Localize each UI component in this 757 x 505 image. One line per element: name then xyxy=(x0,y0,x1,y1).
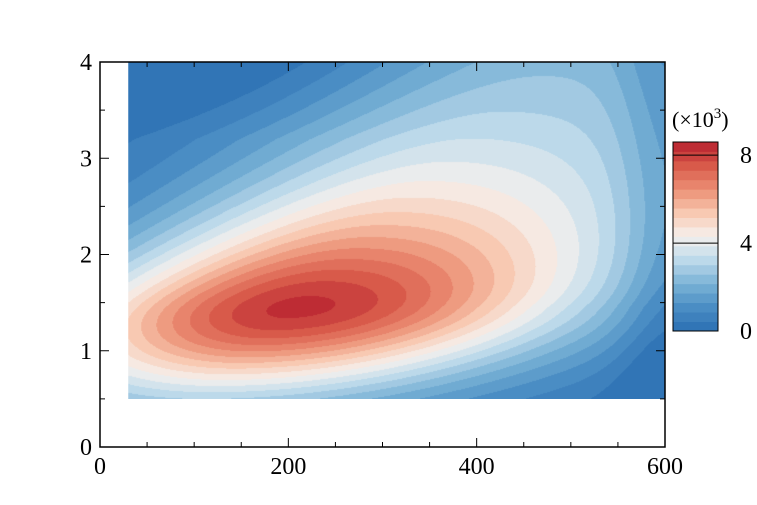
x-tick-label: 400 xyxy=(459,454,495,480)
contour-field xyxy=(128,62,666,399)
colorbar-swatch xyxy=(673,227,718,237)
y-tick-label: 1 xyxy=(80,339,92,365)
colorbar-swatch xyxy=(673,170,718,181)
colorbar-swatch xyxy=(673,160,718,171)
contour-fill xyxy=(128,62,666,399)
colorbar-swatch xyxy=(673,217,718,228)
colorbar: 0 4 8 (×103) xyxy=(672,106,752,345)
colorbar-swatch xyxy=(673,245,718,256)
colorbar-swatch xyxy=(673,151,718,162)
x-tick-label: 600 xyxy=(647,454,683,480)
colorbar-swatch xyxy=(673,189,718,200)
colorbar-swatch xyxy=(673,283,718,294)
colorbar-swatch xyxy=(673,208,718,218)
colorbar-swatch xyxy=(673,236,718,247)
y-tick-label: 2 xyxy=(80,243,92,269)
colorbar-swatch xyxy=(673,255,718,266)
x-tick-label: 200 xyxy=(270,454,306,480)
colorbar-swatch xyxy=(673,179,718,190)
x-axis: 0 200 400 600 xyxy=(94,62,683,480)
x-tick-label: 0 xyxy=(94,454,106,480)
colorbar-tick-label: 0 xyxy=(740,319,752,345)
colorbar-unit-label: (×103) xyxy=(672,106,729,132)
colorbar-swatch xyxy=(673,312,718,322)
colorbar-swatch xyxy=(673,293,718,304)
colorbar-swatch xyxy=(673,142,718,152)
y-axis: 0 1 2 3 4 xyxy=(80,50,665,461)
y-tick-label: 3 xyxy=(80,146,92,172)
colorbar-ticks: 0 4 8 xyxy=(673,143,752,345)
colorbar-swatch xyxy=(673,264,718,275)
colorbar-swatch xyxy=(673,198,718,209)
colorbar-swatch xyxy=(673,274,718,285)
colorbar-tick-label: 4 xyxy=(740,231,752,257)
y-tick-label: 4 xyxy=(80,50,92,76)
colorbar-swatches xyxy=(673,142,718,332)
colorbar-tick-label: 8 xyxy=(740,143,752,169)
y-tick-label: 0 xyxy=(80,435,92,461)
colorbar-swatch xyxy=(673,321,718,332)
colorbar-swatch xyxy=(673,302,718,313)
